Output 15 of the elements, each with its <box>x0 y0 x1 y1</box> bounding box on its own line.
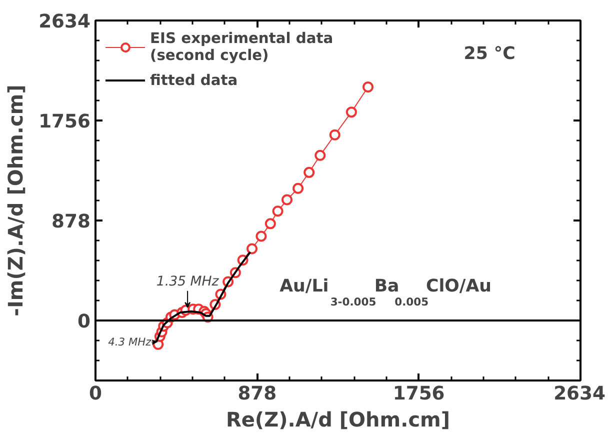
annotation: Au/Li3-0.005Ba0.005ClO/Au <box>280 276 492 308</box>
y-tick-label: 0 <box>78 311 91 332</box>
y-tick-label: 2634 <box>38 12 91 32</box>
annotation: 1.35 MHz <box>156 274 220 290</box>
legend-label: EIS experimental data (second cycle) <box>150 30 334 64</box>
x-tick-label: 1756 <box>392 384 445 404</box>
legend-label: fitted data <box>150 72 238 88</box>
x-tick-label: 2634 <box>554 384 606 404</box>
x-tick-label: 878 <box>238 384 277 404</box>
annotation: 25 °C <box>464 44 516 64</box>
annotation: 4.3 MHz <box>108 336 152 349</box>
y-axis-title: -Im(Z).A/d [Ohm.cm] <box>4 84 28 316</box>
y-tick-label: 878 <box>52 211 91 232</box>
y-tick-label: 1756 <box>38 111 91 132</box>
x-axis-title: Re(Z).A/d [Ohm.cm] <box>226 408 450 432</box>
